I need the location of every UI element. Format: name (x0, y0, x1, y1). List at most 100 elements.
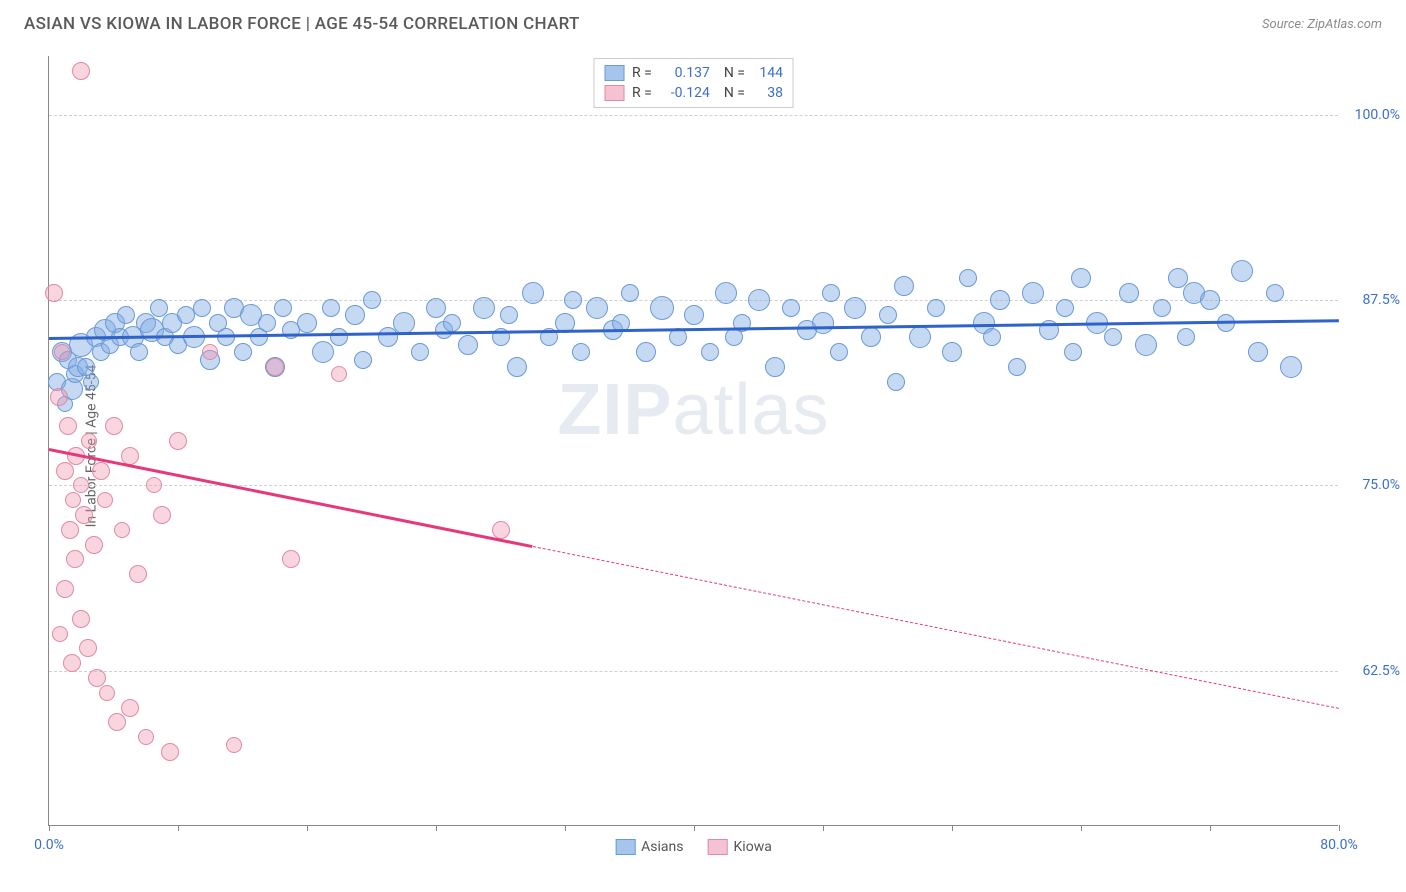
data-point (861, 327, 881, 347)
data-point (114, 522, 130, 538)
data-point (765, 357, 785, 377)
data-point (97, 492, 113, 508)
data-point (564, 291, 582, 309)
data-point (83, 374, 99, 390)
legend-bottom-swatch-kiowa (708, 839, 728, 855)
data-point (81, 433, 97, 449)
legend-label-kiowa: Kiowa (734, 839, 772, 855)
data-point (1022, 282, 1044, 304)
data-point (312, 341, 334, 363)
data-point (99, 685, 115, 701)
data-point (894, 276, 914, 296)
data-point (258, 314, 276, 332)
watermark-atlas: atlas (672, 370, 829, 450)
data-point (586, 297, 608, 319)
watermark: ZIPatlas (557, 369, 829, 451)
r-label: R = (632, 85, 652, 101)
data-point (942, 342, 962, 362)
ytick-label: 87.5% (1362, 292, 1400, 308)
n-value-kiowa: 38 (753, 85, 783, 101)
data-point (1248, 342, 1268, 362)
data-point (73, 477, 89, 493)
data-point (426, 298, 446, 318)
data-point (879, 306, 897, 324)
xtick (307, 825, 308, 831)
data-point (1056, 299, 1074, 317)
ytick-label: 75.0% (1362, 477, 1400, 493)
data-point (782, 299, 800, 317)
data-point (959, 269, 977, 287)
data-point (715, 282, 737, 304)
data-point (1135, 334, 1157, 356)
legend-swatch-kiowa (604, 85, 624, 101)
trend-line-dashed (533, 546, 1339, 709)
xtick (1081, 825, 1082, 831)
data-point (500, 306, 518, 324)
data-point (282, 550, 300, 568)
xtick (952, 825, 953, 831)
data-point (844, 297, 866, 319)
ytick-label: 100.0% (1355, 107, 1400, 123)
data-point (117, 306, 135, 324)
data-point (169, 432, 187, 450)
data-point (492, 521, 510, 539)
data-point (105, 417, 123, 435)
data-point (56, 462, 74, 480)
r-value-kiowa: -0.124 (660, 85, 710, 101)
legend-item-kiowa: Kiowa (708, 839, 772, 855)
data-point (354, 351, 372, 369)
data-point (266, 358, 284, 376)
data-point (830, 343, 848, 361)
legend-bottom-swatch-asians (615, 839, 635, 855)
data-point (812, 312, 834, 334)
data-point (1008, 358, 1026, 376)
chart-source: Source: ZipAtlas.com (1262, 17, 1382, 32)
data-point (363, 291, 381, 309)
xtick (436, 825, 437, 831)
data-point (66, 550, 84, 568)
data-point (701, 343, 719, 361)
data-point (748, 289, 770, 311)
data-point (822, 284, 840, 302)
xtick (694, 825, 695, 831)
data-point (522, 282, 544, 304)
data-point (1266, 284, 1284, 302)
xtick (1210, 825, 1211, 831)
data-point (1177, 328, 1195, 346)
watermark-zip: ZIP (557, 370, 672, 450)
data-point (1231, 260, 1253, 282)
legend-swatch-asians (604, 65, 624, 81)
legend-row-kiowa: R = -0.124 N = 38 (604, 83, 783, 103)
correlation-legend: R = 0.137 N = 144 R = -0.124 N = 38 (593, 58, 794, 108)
data-point (161, 743, 179, 761)
data-point (983, 328, 1001, 346)
xtick-label: 80.0% (1320, 837, 1358, 853)
data-point (1104, 328, 1122, 346)
data-point (85, 536, 103, 554)
data-point (61, 521, 79, 539)
data-point (72, 610, 90, 628)
data-point (92, 462, 110, 480)
data-point (331, 366, 347, 382)
data-point (458, 335, 478, 355)
n-value-asians: 144 (753, 65, 783, 81)
data-point (345, 305, 365, 325)
data-point (45, 284, 63, 302)
data-point (202, 344, 218, 360)
data-point (411, 343, 429, 361)
data-point (990, 290, 1010, 310)
xtick (178, 825, 179, 831)
series-legend: Asians Kiowa (615, 839, 772, 855)
r-label: R = (632, 65, 652, 81)
n-label: N = (724, 65, 745, 81)
data-point (650, 296, 674, 320)
data-point (443, 314, 461, 332)
data-point (1064, 343, 1082, 361)
data-point (378, 327, 398, 347)
data-point (234, 343, 252, 361)
data-point (65, 492, 81, 508)
data-point (63, 654, 81, 672)
data-point (1280, 356, 1302, 378)
data-point (217, 328, 235, 346)
data-point (927, 299, 945, 317)
